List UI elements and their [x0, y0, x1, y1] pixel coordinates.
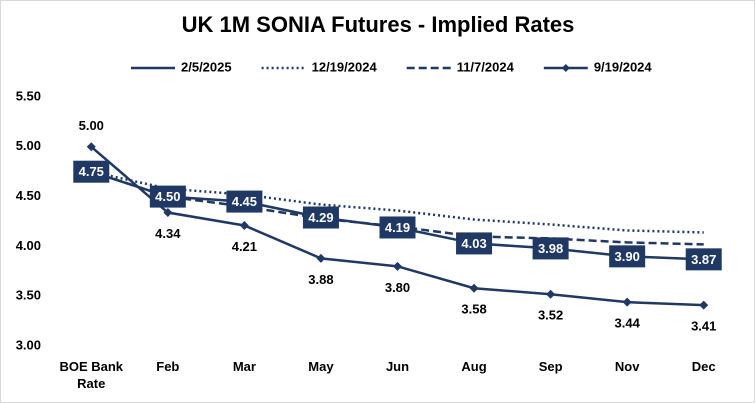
value-label-box	[379, 216, 416, 239]
legend-label: 12/19/2024	[312, 59, 378, 74]
value-label-box	[149, 185, 186, 208]
value-label-box	[456, 232, 493, 255]
x-tick-label: Feb	[156, 359, 180, 374]
value-label: 4.50	[155, 189, 180, 204]
value-label: 4.75	[79, 164, 104, 179]
legend-label: 9/19/2024	[594, 59, 653, 74]
value-label: 5.00	[79, 118, 104, 133]
y-tick-label: 3.50	[16, 288, 41, 303]
x-tick-label: BOE Bank Rate	[59, 359, 124, 391]
y-tick-label: 5.50	[16, 88, 41, 103]
y-tick-label: 4.50	[16, 188, 41, 203]
value-label: 3.44	[615, 316, 641, 331]
x-tick-label: Dec	[691, 359, 716, 374]
value-label: 4.45	[232, 194, 257, 209]
value-label: 4.19	[385, 220, 410, 235]
value-label-box	[532, 237, 569, 260]
value-label: 3.88	[308, 272, 333, 287]
value-label: 3.80	[385, 280, 410, 295]
y-tick-label: 3.00	[16, 337, 41, 352]
x-tick-label: Sep	[538, 359, 563, 374]
value-label-box	[226, 190, 263, 213]
value-label-box	[609, 245, 646, 268]
x-tick-label: Jun	[385, 359, 410, 374]
legend-marker	[561, 64, 570, 72]
x-tick-label: Aug	[461, 359, 487, 374]
value-label: 4.21	[232, 239, 257, 254]
value-label-box	[685, 248, 722, 271]
y-tick-label: 5.00	[16, 138, 41, 153]
value-label-box	[302, 206, 339, 229]
value-label: 3.90	[615, 249, 640, 264]
value-label: 3.98	[538, 241, 563, 256]
x-tick-label: Nov	[614, 359, 640, 374]
value-label: 4.34	[155, 226, 181, 241]
legend-label: 11/7/2024	[457, 59, 515, 74]
value-label: 3.52	[538, 308, 563, 323]
marker	[622, 297, 632, 307]
legend-label: 2/5/2025	[181, 59, 232, 74]
marker	[239, 220, 249, 230]
value-label: 4.03	[461, 236, 486, 251]
value-label: 3.41	[691, 319, 716, 334]
x-tick-label: May	[308, 359, 334, 374]
marker	[86, 142, 96, 152]
marker	[469, 283, 479, 293]
marker	[393, 261, 402, 271]
value-label: 3.87	[691, 252, 716, 267]
marker	[316, 253, 326, 263]
value-label-box	[73, 160, 110, 183]
marker	[699, 300, 709, 310]
x-tick-label: Mar	[232, 359, 256, 374]
value-label: 3.58	[461, 302, 486, 317]
marker	[546, 289, 556, 299]
y-tick-label: 4.00	[16, 238, 41, 253]
value-label: 4.29	[308, 210, 333, 225]
marker	[163, 208, 173, 218]
chart-title: UK 1M SONIA Futures - Implied Rates	[182, 12, 575, 37]
